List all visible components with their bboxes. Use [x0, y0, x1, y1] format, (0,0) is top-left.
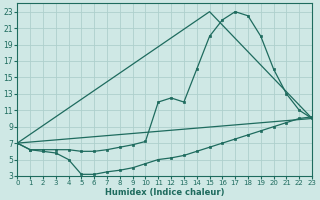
X-axis label: Humidex (Indice chaleur): Humidex (Indice chaleur)	[105, 188, 224, 197]
